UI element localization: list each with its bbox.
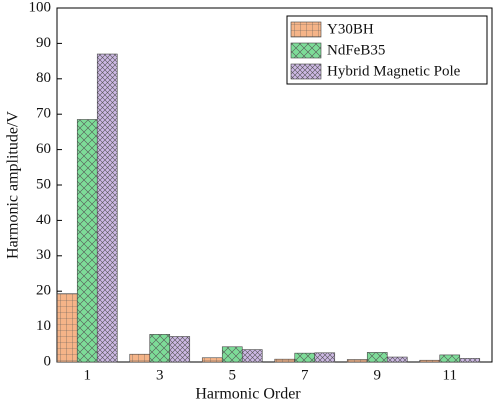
x-tick-label: 1 (84, 367, 92, 383)
y-tick-label: 40 (36, 212, 51, 228)
bar (419, 359, 441, 363)
legend-label: NdFeB35 (327, 42, 385, 58)
y-tick-label: 20 (36, 283, 51, 299)
y-tick-label: 90 (36, 35, 51, 51)
x-tick-label: 5 (229, 367, 237, 383)
bar (56, 293, 78, 363)
bar (386, 356, 408, 363)
bar (314, 352, 336, 363)
legend-swatch (290, 42, 322, 59)
x-tick-label: 11 (443, 367, 457, 383)
x-axis-label: Harmonic Order (195, 386, 301, 403)
bar (169, 336, 191, 363)
bar (274, 358, 296, 363)
legend-swatch (290, 63, 322, 80)
x-tick-label: 7 (301, 367, 309, 383)
legend-label: Y30BH (327, 21, 374, 37)
y-tick-label: 60 (36, 141, 51, 157)
bar (241, 349, 263, 363)
legend-label: Hybrid Magnetic Pole (327, 63, 461, 79)
bar (221, 346, 243, 363)
bar (366, 352, 388, 363)
x-tick-label: 9 (374, 367, 382, 383)
bar (294, 352, 316, 363)
bar (201, 357, 223, 363)
y-tick-label: 80 (36, 70, 51, 86)
x-tick-label: 3 (156, 367, 164, 383)
bar (149, 334, 171, 363)
bar (346, 359, 368, 363)
y-tick-label: 10 (36, 318, 51, 334)
bar (129, 353, 151, 363)
y-tick-label: 70 (36, 106, 51, 122)
bar (439, 354, 461, 363)
bar (459, 358, 481, 363)
bar (96, 53, 118, 363)
y-tick-label: 30 (36, 247, 51, 263)
bar (76, 119, 98, 363)
y-tick-label: 0 (44, 353, 52, 369)
y-axis-label: Harmonic amplitude/V (5, 111, 22, 259)
y-tick-label: 100 (29, 0, 52, 15)
legend-swatch (290, 21, 322, 38)
y-tick-label: 50 (36, 176, 51, 192)
